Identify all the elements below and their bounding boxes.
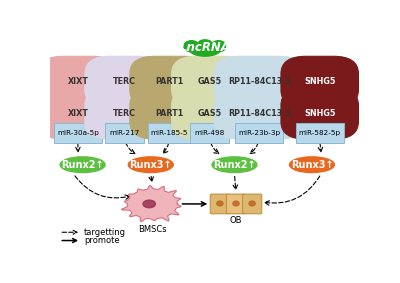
Text: Runx2↑: Runx2↑ [61,160,104,170]
Text: miR-185-5: miR-185-5 [151,130,188,136]
Text: XIXT: XIXT [68,109,88,118]
FancyBboxPatch shape [105,123,144,143]
FancyBboxPatch shape [281,88,358,139]
Text: GAS5: GAS5 [198,77,222,86]
FancyBboxPatch shape [281,56,358,108]
Text: LncRNA: LncRNA [180,41,230,54]
FancyBboxPatch shape [235,123,283,143]
FancyBboxPatch shape [38,56,118,108]
Text: miR-498: miR-498 [194,130,225,136]
FancyBboxPatch shape [210,194,230,214]
Text: TERC: TERC [113,109,136,118]
Text: PART1: PART1 [155,77,184,86]
Text: XIXT: XIXT [68,77,88,86]
FancyBboxPatch shape [85,88,164,139]
FancyBboxPatch shape [226,194,246,214]
Ellipse shape [60,157,105,173]
Text: OB: OB [230,216,242,225]
Ellipse shape [189,42,221,56]
Text: RP11-84C13.1: RP11-84C13.1 [228,77,291,86]
Text: Runx3↑: Runx3↑ [130,160,172,170]
Text: GAS5: GAS5 [198,109,222,118]
FancyBboxPatch shape [130,56,209,108]
Text: miR-23b-3p: miR-23b-3p [238,130,280,136]
FancyBboxPatch shape [190,123,229,143]
Text: SNHG5: SNHG5 [304,77,335,86]
FancyBboxPatch shape [130,88,209,139]
FancyBboxPatch shape [54,123,102,143]
Text: RP11-84C13.1: RP11-84C13.1 [228,109,291,118]
Ellipse shape [212,157,257,173]
Ellipse shape [217,201,223,206]
Ellipse shape [128,157,173,173]
Text: Runx2↑: Runx2↑ [213,160,256,170]
Text: PART1: PART1 [155,109,184,118]
Text: miR-582-5p: miR-582-5p [299,130,341,136]
Text: BMSCs: BMSCs [138,225,167,234]
FancyBboxPatch shape [85,56,164,108]
FancyBboxPatch shape [172,56,248,108]
FancyBboxPatch shape [148,123,191,143]
Ellipse shape [206,46,219,55]
FancyBboxPatch shape [38,88,118,139]
Text: Runx3↑: Runx3↑ [291,160,333,170]
FancyBboxPatch shape [296,123,344,143]
FancyBboxPatch shape [214,88,304,139]
Text: TERC: TERC [113,77,136,86]
Ellipse shape [198,40,212,49]
Polygon shape [122,186,181,221]
Text: miR-217: miR-217 [109,130,140,136]
Ellipse shape [249,201,255,206]
FancyBboxPatch shape [214,56,304,108]
Ellipse shape [191,46,204,55]
Ellipse shape [290,157,334,173]
Ellipse shape [211,41,226,52]
Ellipse shape [143,200,155,208]
Text: SNHG5: SNHG5 [304,109,335,118]
Ellipse shape [184,41,199,52]
FancyBboxPatch shape [172,88,248,139]
Text: promote: promote [84,236,120,245]
Ellipse shape [233,201,239,206]
Text: targetting: targetting [84,228,126,237]
Text: miR-30a-5p: miR-30a-5p [57,130,99,136]
FancyBboxPatch shape [242,194,262,214]
